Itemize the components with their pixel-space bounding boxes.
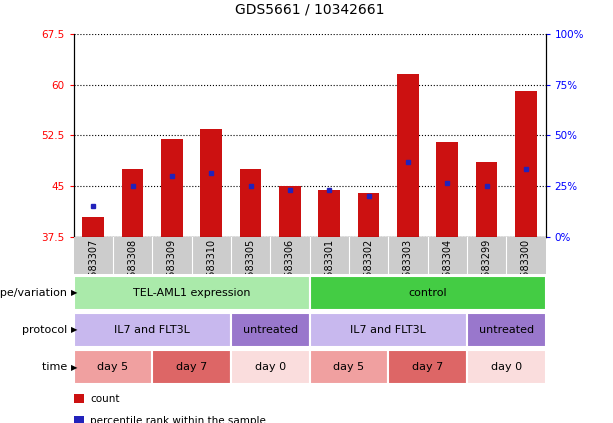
Text: GSM1583309: GSM1583309	[167, 239, 177, 304]
Bar	[74, 394, 84, 403]
Bar	[397, 74, 419, 237]
Text: genotype/variation: genotype/variation	[0, 288, 70, 298]
Text: GSM1583303: GSM1583303	[403, 239, 413, 304]
Text: ▶: ▶	[70, 288, 77, 297]
Text: protocol: protocol	[21, 325, 70, 335]
Bar	[515, 91, 537, 237]
Text: GSM1583300: GSM1583300	[521, 239, 531, 304]
Text: day 5: day 5	[97, 362, 129, 372]
Text: GSM1583306: GSM1583306	[285, 239, 295, 304]
Text: percentile rank within the sample: percentile rank within the sample	[90, 416, 266, 423]
Text: GSM1583302: GSM1583302	[364, 239, 373, 304]
Text: day 7: day 7	[176, 362, 207, 372]
Bar	[74, 416, 84, 423]
Bar	[467, 313, 546, 347]
Text: ▶: ▶	[70, 325, 77, 335]
Bar	[279, 186, 301, 237]
Bar	[318, 190, 340, 237]
Text: control: control	[408, 288, 447, 298]
Bar	[82, 217, 104, 237]
Text: untreated: untreated	[243, 325, 298, 335]
Text: GSM1583307: GSM1583307	[88, 239, 98, 304]
Text: GSM1583301: GSM1583301	[324, 239, 334, 304]
Bar	[122, 169, 143, 237]
Text: day 7: day 7	[412, 362, 443, 372]
Bar	[231, 350, 310, 384]
Bar	[74, 313, 231, 347]
Text: day 5: day 5	[333, 362, 365, 372]
Bar	[467, 350, 546, 384]
Text: GSM1583305: GSM1583305	[246, 239, 256, 304]
Text: count: count	[90, 394, 120, 404]
Text: GDS5661 / 10342661: GDS5661 / 10342661	[235, 3, 384, 17]
Bar	[161, 139, 183, 237]
Text: day 0: day 0	[490, 362, 522, 372]
Bar	[436, 142, 458, 237]
Bar	[152, 350, 231, 384]
Bar	[74, 350, 152, 384]
Bar	[310, 276, 546, 310]
Bar	[240, 169, 261, 237]
Text: GSM1583310: GSM1583310	[206, 239, 216, 304]
Bar	[358, 193, 379, 237]
Text: time: time	[42, 362, 70, 372]
Bar	[74, 276, 310, 310]
Text: GSM1583304: GSM1583304	[442, 239, 452, 304]
Bar	[310, 350, 388, 384]
Text: day 0: day 0	[254, 362, 286, 372]
Bar	[200, 129, 222, 237]
Text: untreated: untreated	[479, 325, 534, 335]
Bar	[388, 350, 467, 384]
Bar	[476, 162, 497, 237]
Text: GSM1583299: GSM1583299	[482, 239, 492, 304]
Bar	[310, 313, 467, 347]
Text: GSM1583308: GSM1583308	[128, 239, 137, 304]
Bar	[231, 313, 310, 347]
Text: TEL-AML1 expression: TEL-AML1 expression	[133, 288, 250, 298]
Text: IL7 and FLT3L: IL7 and FLT3L	[114, 325, 190, 335]
Text: ▶: ▶	[70, 363, 77, 372]
Text: IL7 and FLT3L: IL7 and FLT3L	[350, 325, 426, 335]
